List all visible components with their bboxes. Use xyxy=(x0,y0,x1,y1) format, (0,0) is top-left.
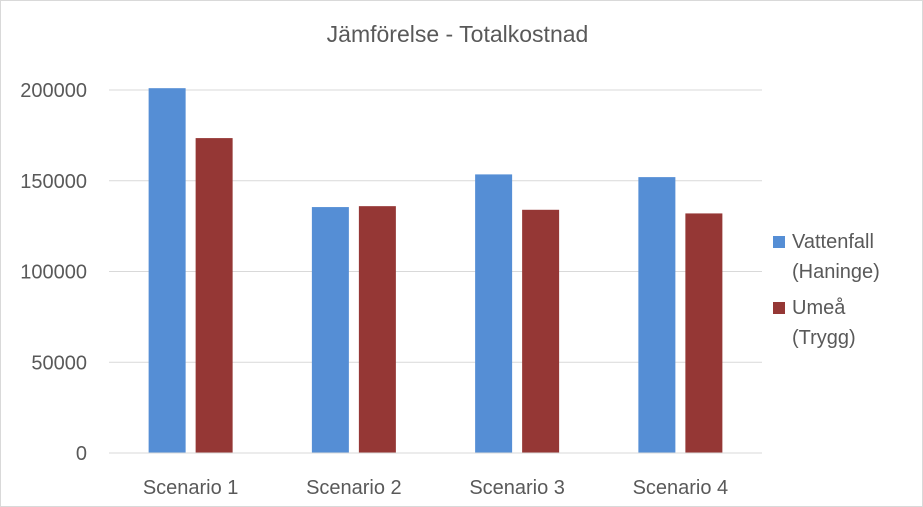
bar-umea-2 xyxy=(358,206,396,453)
x-tick-label: Scenario 1 xyxy=(143,477,239,499)
x-tick-label: Scenario 3 xyxy=(469,477,565,499)
y-tick-label: 0 xyxy=(76,443,87,465)
legend: Vattenfall (Haninge) Umeå (Trygg) xyxy=(773,227,918,359)
x-tick-label: Scenario 4 xyxy=(633,477,729,499)
y-tick-label: 50000 xyxy=(31,352,87,374)
bar-umea-3 xyxy=(522,209,560,453)
chart-title: Jämförelse - Totalkostnad xyxy=(326,21,589,47)
legend-label-vattenfall: Vattenfall (Haninge) xyxy=(792,231,880,283)
bar-vattenfall-3 xyxy=(475,174,513,453)
legend-swatch-umea xyxy=(773,302,785,314)
legend-item-umea: Umeå (Trygg) xyxy=(773,293,918,353)
y-tick-label: 200000 xyxy=(20,80,87,102)
legend-item-vattenfall: Vattenfall (Haninge) xyxy=(773,227,918,287)
y-tick-label: 150000 xyxy=(20,171,87,193)
legend-label-umea: Umeå (Trygg) xyxy=(792,297,856,349)
bar-vattenfall-2 xyxy=(311,207,349,453)
legend-swatch-vattenfall xyxy=(773,236,785,248)
bar-vattenfall-4 xyxy=(638,177,676,453)
y-tick-label: 100000 xyxy=(20,262,87,284)
bar-umea-1 xyxy=(195,138,233,453)
x-tick-label: Scenario 2 xyxy=(306,477,402,499)
bar-vattenfall-1 xyxy=(148,88,186,453)
bar-umea-4 xyxy=(685,213,723,453)
